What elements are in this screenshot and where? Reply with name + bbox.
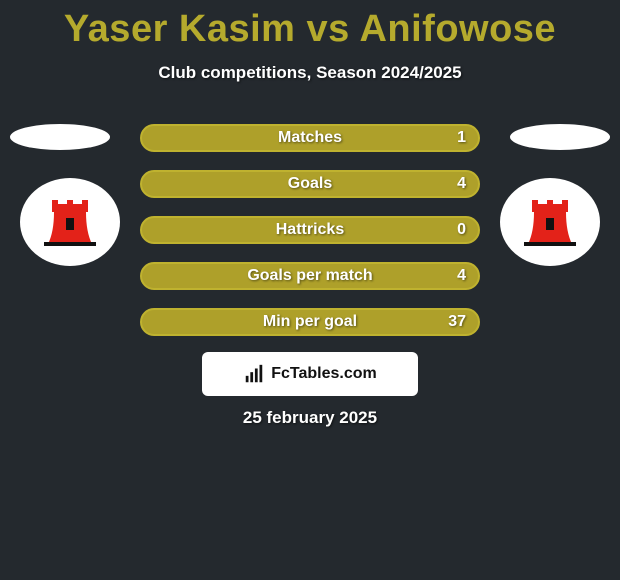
source-brand: FcTables.com — [271, 365, 377, 383]
stat-row: Hattricks 0 — [140, 216, 480, 244]
stat-label: Min per goal — [263, 313, 357, 331]
stat-right-value: 1 — [457, 129, 466, 147]
stat-label: Goals per match — [247, 267, 372, 285]
comparison-title: Yaser Kasim vs Anifowose — [0, 0, 620, 51]
chart-icon — [243, 363, 265, 385]
stats-container: Matches 1 Goals 4 Hattricks 0 Goals per … — [0, 124, 620, 354]
stat-row: Min per goal 37 — [140, 308, 480, 336]
comparison-subtitle: Club competitions, Season 2024/2025 — [0, 63, 620, 83]
stat-row: Matches 1 — [140, 124, 480, 152]
stat-row: Goals 4 — [140, 170, 480, 198]
stat-right-value: 4 — [457, 267, 466, 285]
stat-label: Hattricks — [276, 221, 344, 239]
stat-row: Goals per match 4 — [140, 262, 480, 290]
stat-label: Matches — [278, 129, 342, 147]
stat-right-value: 0 — [457, 221, 466, 239]
stat-right-value: 4 — [457, 175, 466, 193]
stat-right-value: 37 — [448, 313, 466, 331]
snapshot-date: 25 february 2025 — [0, 408, 620, 428]
source-card: FcTables.com — [202, 352, 418, 396]
stat-label: Goals — [288, 175, 332, 193]
